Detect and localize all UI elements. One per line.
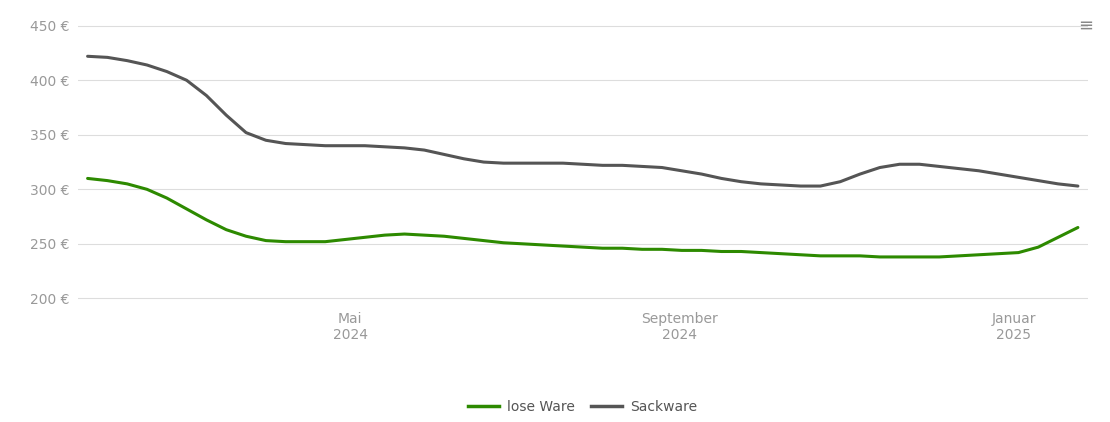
Text: ≡: ≡ (1078, 17, 1093, 35)
Legend: lose Ware, Sackware: lose Ware, Sackware (463, 394, 703, 419)
